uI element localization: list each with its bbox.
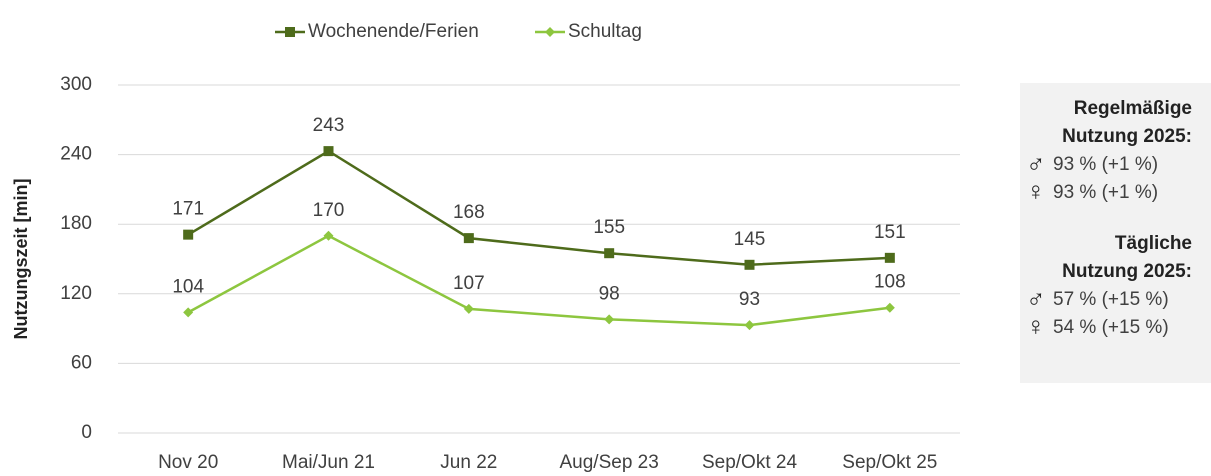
marker — [744, 320, 755, 331]
marker — [604, 314, 615, 325]
y-tick-label: 240 — [60, 144, 92, 165]
data-label: 155 — [593, 217, 625, 238]
data-label: 98 — [599, 283, 620, 304]
data-label: 107 — [453, 273, 485, 294]
marker — [183, 307, 194, 318]
y-tick-label: 300 — [60, 74, 92, 95]
data-label: 170 — [313, 200, 345, 221]
data-label: 145 — [734, 229, 766, 250]
info-title: Nutzung 2025: — [1062, 126, 1192, 147]
info-text: 54 % (+15 %) — [1053, 317, 1169, 338]
info-symbol: ♀ — [1026, 311, 1046, 341]
data-label: 93 — [739, 289, 760, 310]
info-symbol: ♀ — [1026, 176, 1046, 206]
legend-label: Schultag — [568, 21, 642, 42]
series-line — [187, 234, 890, 327]
y-axis-label: Nutzungszeit [min] — [11, 179, 31, 340]
info-symbol: ♂ — [1026, 283, 1046, 313]
x-tick-label: Sep/Okt 25 — [842, 452, 937, 473]
x-tick-label: Nov 20 — [158, 452, 218, 473]
marker — [545, 27, 555, 37]
info-text: 93 % (+1 %) — [1053, 182, 1158, 203]
info-box — [1020, 83, 1211, 383]
series-line — [187, 149, 890, 267]
x-tick-label: Mai/Jun 21 — [282, 452, 375, 473]
x-tick-label: Sep/Okt 24 — [702, 452, 797, 473]
marker — [323, 146, 334, 157]
y-tick-label: 60 — [71, 352, 92, 373]
marker — [183, 229, 194, 240]
y-tick-label: 0 — [81, 422, 92, 443]
marker — [463, 233, 474, 244]
marker — [884, 302, 895, 313]
marker — [463, 303, 474, 314]
data-label: 151 — [874, 222, 906, 243]
y-tick-label: 180 — [60, 213, 92, 234]
marker — [285, 27, 295, 37]
legend-label: Wochenende/Ferien — [308, 21, 479, 42]
info-title: Regelmäßige — [1074, 98, 1192, 119]
data-label: 108 — [874, 272, 906, 293]
data-label: 104 — [172, 276, 204, 297]
y-tick-label: 120 — [60, 283, 92, 304]
data-label: 243 — [313, 115, 345, 136]
x-tick-label: Jun 22 — [440, 452, 497, 473]
marker — [744, 259, 755, 270]
data-label: 168 — [453, 202, 485, 223]
marker — [323, 230, 334, 241]
info-title: Nutzung 2025: — [1062, 261, 1192, 282]
info-symbol: ♂ — [1026, 148, 1046, 178]
data-label: 171 — [172, 199, 204, 220]
marker — [884, 252, 895, 263]
info-title: Tägliche — [1115, 233, 1192, 254]
info-text: 57 % (+15 %) — [1053, 289, 1169, 310]
x-tick-label: Aug/Sep 23 — [560, 452, 659, 473]
marker — [604, 248, 615, 259]
info-text: 93 % (+1 %) — [1053, 154, 1158, 175]
